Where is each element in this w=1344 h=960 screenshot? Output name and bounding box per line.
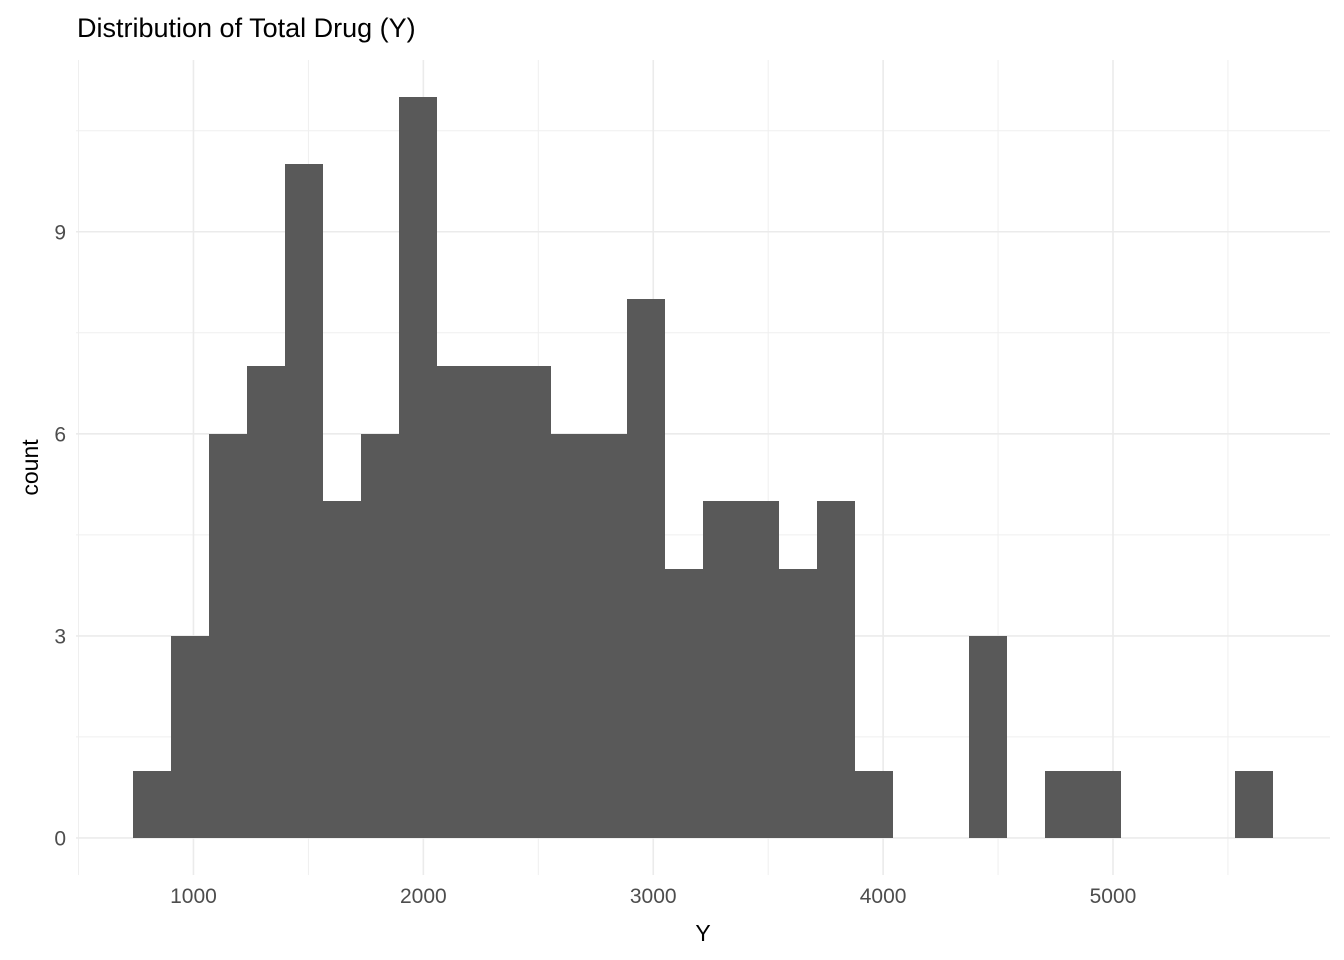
y-tick-label: 3 xyxy=(54,625,66,648)
histogram-bar xyxy=(779,569,817,838)
x-tick-label: 2000 xyxy=(400,885,447,908)
histogram-bar xyxy=(209,434,247,838)
histogram-bar xyxy=(171,636,209,838)
histogram-bar xyxy=(855,771,893,838)
histogram-bar xyxy=(133,771,171,838)
histogram-bar xyxy=(589,434,627,838)
x-tick-label: 1000 xyxy=(170,885,217,908)
histogram-bar xyxy=(969,636,1007,838)
histogram-bar xyxy=(703,501,741,838)
histogram-bar xyxy=(437,366,475,838)
y-tick-label: 9 xyxy=(54,221,66,244)
x-tick-label: 4000 xyxy=(860,885,907,908)
histogram-bar xyxy=(1083,771,1121,838)
histogram-bar xyxy=(247,366,285,838)
histogram-bar xyxy=(285,164,323,838)
histogram-bar xyxy=(1235,771,1273,838)
histogram-bar xyxy=(361,434,399,838)
histogram-bar xyxy=(475,366,513,838)
histogram-bar xyxy=(399,97,437,838)
histogram-bar xyxy=(741,501,779,838)
x-axis-title: Y xyxy=(695,920,710,946)
histogram-bar xyxy=(817,501,855,838)
histogram-bar xyxy=(513,366,551,838)
x-tick-label: 3000 xyxy=(630,885,677,908)
x-tick-label: 5000 xyxy=(1090,885,1137,908)
y-axis-title: count xyxy=(17,439,43,496)
y-tick-label: 0 xyxy=(54,827,66,850)
histogram-bar xyxy=(665,569,703,838)
histogram-bar xyxy=(1045,771,1083,838)
y-tick-label: 6 xyxy=(54,423,66,446)
histogram-bar xyxy=(627,299,665,838)
histogram-bar xyxy=(551,434,589,838)
plot-title: Distribution of Total Drug (Y) xyxy=(77,13,416,43)
histogram-bar xyxy=(323,501,361,838)
